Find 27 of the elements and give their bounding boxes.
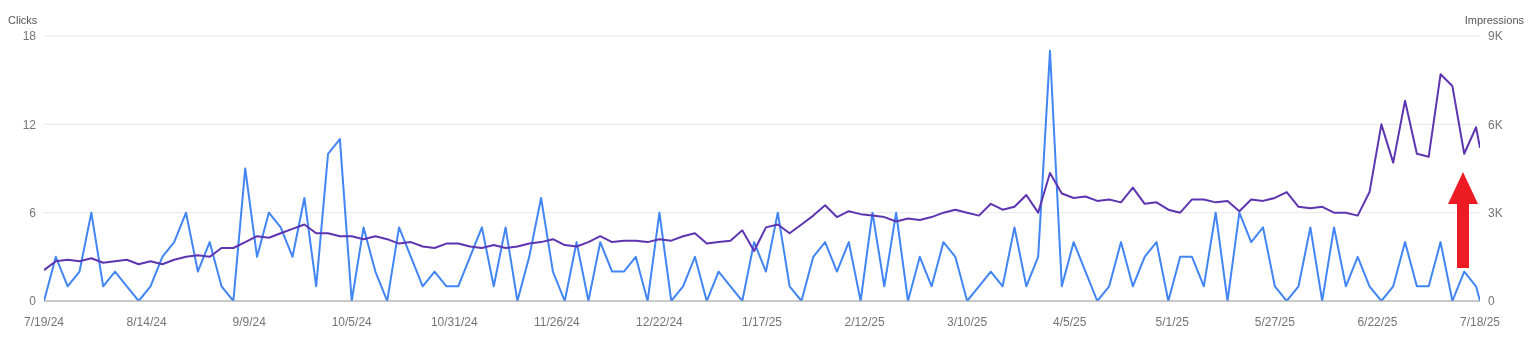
line-series <box>44 49 1480 301</box>
x-tick-label: 6/22/25 <box>1357 314 1398 329</box>
y-axis-title: Clicks <box>8 14 38 26</box>
x-tick-label: 10/5/24 <box>331 314 373 329</box>
x-tick-label: 4/5/25 <box>1053 314 1087 329</box>
x-tick-label: 2/12/25 <box>844 314 885 329</box>
x-tick-label: 11/26/24 <box>533 314 581 329</box>
y2-tick-label: 0 <box>1488 294 1495 309</box>
x-tick-label: 8/14/24 <box>126 314 167 329</box>
y2-tick-label: 6K <box>1488 117 1503 132</box>
y-tick-label: 12 <box>22 117 37 132</box>
x-tick-label: 5/1/25 <box>1155 314 1190 329</box>
x-tick-label: 10/31/24 <box>430 314 478 329</box>
y-tick-label: 0 <box>29 294 37 309</box>
x-tick-label: 5/27/25 <box>1254 314 1296 329</box>
x-tick-label: 12/22/24 <box>636 314 684 329</box>
x-tick-label: 3/10/25 <box>947 314 988 329</box>
line-series <box>44 73 1480 272</box>
x-tick-label: 7/18/25 <box>1459 314 1501 329</box>
y2-tick-label: 9K <box>1488 29 1503 44</box>
y-tick-label: 18 <box>22 29 37 44</box>
x-tick-label: 7/19/24 <box>23 314 65 329</box>
x-tick-label: 9/9/24 <box>232 314 267 329</box>
x-tick-label: 1/17/25 <box>741 314 783 329</box>
y2-axis-title: Impressions <box>1464 14 1524 26</box>
y-tick-label: 6 <box>29 205 37 220</box>
y2-tick-label: 3K <box>1488 205 1503 220</box>
